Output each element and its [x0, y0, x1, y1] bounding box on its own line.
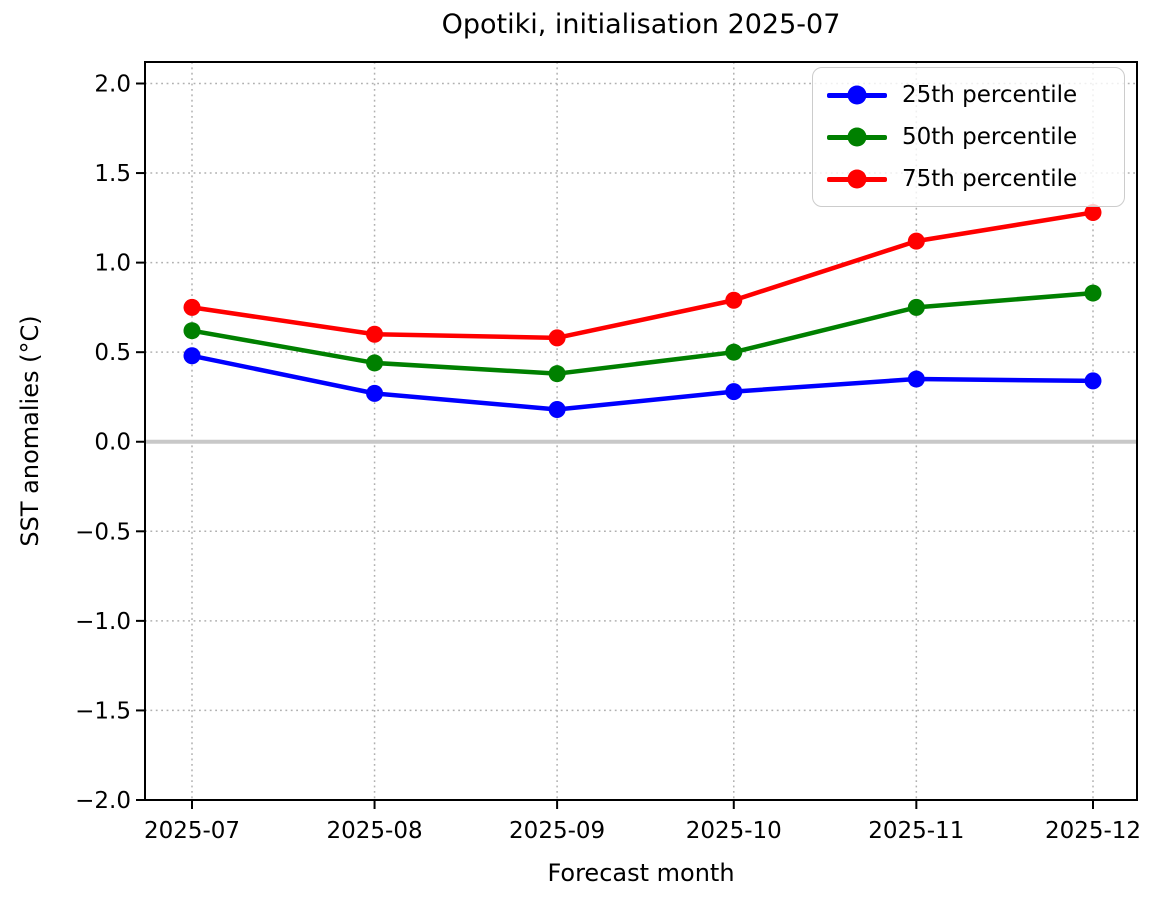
legend-line-marker-icon	[827, 169, 887, 189]
x-tick-label: 2025-12	[1045, 818, 1141, 844]
legend-dot-icon	[847, 85, 867, 105]
data-point	[183, 347, 201, 365]
data-point	[183, 298, 201, 316]
axes-frame	[136, 61, 1138, 809]
x-tick-label: 2025-09	[509, 818, 605, 844]
data-point	[907, 370, 925, 388]
legend-item-label: 75th percentile	[902, 166, 1078, 192]
data-point	[725, 343, 743, 361]
data-point	[1084, 203, 1102, 221]
x-axis-label: Forecast month	[547, 859, 735, 887]
data-point	[907, 298, 925, 316]
y-tick-label: 2.0	[94, 71, 131, 97]
legend-line-marker-icon	[827, 127, 887, 147]
series-25th-percentile	[183, 347, 1102, 419]
y-tick-label: −2.0	[75, 788, 131, 814]
legend-item-75th-percentile: 75th percentile	[827, 166, 1110, 192]
data-point	[1084, 372, 1102, 390]
y-tick-label: 1.5	[94, 161, 131, 187]
series-line	[189, 353, 1096, 412]
y-tick-label: −1.0	[75, 609, 131, 635]
data-point	[548, 329, 566, 347]
data-point	[725, 383, 743, 401]
series-75th-percentile	[183, 203, 1102, 347]
y-tick-label: 1.0	[94, 251, 131, 277]
x-tick-label: 2025-10	[686, 818, 782, 844]
data-point	[366, 384, 384, 402]
legend: 25th percentile 50th percentile 75th per…	[812, 67, 1125, 207]
y-tick-label: −1.5	[75, 698, 131, 724]
series-line	[189, 210, 1096, 341]
legend-dot-icon	[847, 169, 867, 189]
plot-border	[144, 61, 1138, 801]
data-point	[548, 365, 566, 383]
tick-labels: 2025-07 2025-08 2025-09 2025-10 2025-11 2025-…	[75, 71, 1141, 844]
legend-item-25th-percentile: 25th percentile	[827, 82, 1110, 108]
data-point	[907, 232, 925, 250]
data-point	[366, 354, 384, 372]
series-line	[189, 290, 1096, 376]
x-tick-label: 2025-08	[327, 818, 423, 844]
data-point	[725, 291, 743, 309]
chart-title: Opotiki, initialisation 2025-07	[441, 9, 841, 40]
y-tick-label: 0.5	[94, 340, 131, 366]
data-point	[548, 401, 566, 419]
x-tick-label: 2025-11	[868, 818, 964, 844]
y-axis-label: SST anomalies (°C)	[16, 315, 44, 547]
y-tick-label: −0.5	[75, 519, 131, 545]
x-tick-label: 2025-07	[144, 818, 240, 844]
legend-item-label: 25th percentile	[902, 82, 1078, 108]
data-point	[1084, 284, 1102, 302]
legend-line-marker-icon	[827, 85, 887, 105]
legend-item-50th-percentile: 50th percentile	[827, 124, 1110, 150]
data-point	[183, 322, 201, 340]
data-point	[366, 325, 384, 343]
y-tick-label: 0.0	[94, 430, 131, 456]
legend-item-label: 50th percentile	[902, 124, 1078, 150]
series-50th-percentile	[183, 284, 1102, 383]
legend-dot-icon	[847, 127, 867, 147]
